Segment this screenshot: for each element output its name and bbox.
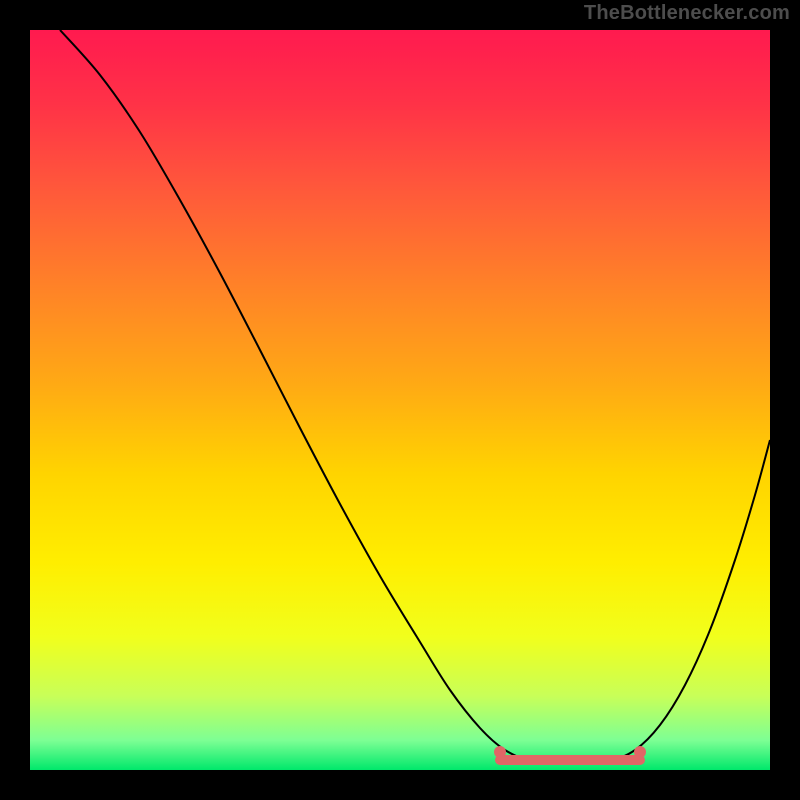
plot-area (30, 30, 770, 770)
watermark-text: TheBottlenecker.com (584, 2, 790, 25)
valley-marker-dot-left (494, 746, 506, 758)
bottleneck-curve (60, 30, 770, 763)
valley-marker-dot-right (634, 746, 646, 758)
curve-layer (30, 30, 770, 770)
chart-frame: TheBottlenecker.com (0, 0, 800, 800)
